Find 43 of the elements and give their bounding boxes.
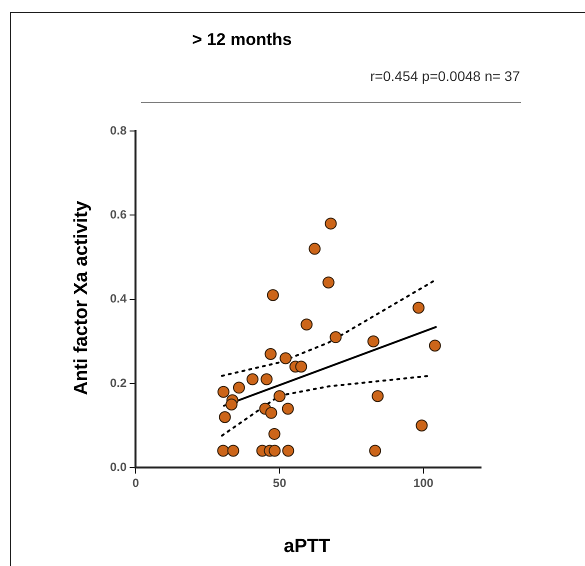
line-series xyxy=(221,280,436,377)
point xyxy=(268,444,281,457)
point xyxy=(266,289,279,302)
point xyxy=(217,386,230,398)
x-tick-label: 100 xyxy=(413,476,434,490)
chart-title: > 12 months xyxy=(192,30,292,50)
point xyxy=(226,398,238,410)
point xyxy=(372,390,384,402)
line-series xyxy=(221,374,430,437)
point xyxy=(280,352,292,364)
point xyxy=(282,444,294,457)
point xyxy=(295,360,308,373)
point xyxy=(300,318,313,331)
point xyxy=(264,348,277,360)
point xyxy=(369,444,382,457)
point xyxy=(232,382,245,394)
point xyxy=(322,276,334,288)
x-tick-label: 0 xyxy=(132,476,140,490)
point xyxy=(308,242,321,255)
x-axis-title: aPTT xyxy=(284,536,330,558)
y-axis-title: Anti factor Xa activity xyxy=(71,200,93,396)
x-tick-label: 50 xyxy=(272,476,287,490)
point xyxy=(412,302,425,314)
point xyxy=(265,406,278,419)
y-tick-label: 0.0 xyxy=(110,460,127,474)
point xyxy=(428,340,441,352)
point xyxy=(268,428,280,440)
point xyxy=(246,373,259,386)
y-tick-label: 0.6 xyxy=(110,207,127,222)
point xyxy=(282,402,294,415)
point xyxy=(324,218,337,230)
point xyxy=(217,444,230,457)
text: r=0.454 p=0.0048 n= 37 xyxy=(370,68,520,84)
y-tick-label: 0.2 xyxy=(110,376,127,390)
point xyxy=(260,373,273,386)
point xyxy=(218,411,231,424)
y-tick-label: 0.4 xyxy=(110,292,127,306)
point xyxy=(416,420,428,432)
point xyxy=(330,331,342,344)
point xyxy=(274,390,286,402)
point xyxy=(227,444,240,457)
point xyxy=(367,335,380,348)
y-tick-label: 0.8 xyxy=(110,123,127,138)
